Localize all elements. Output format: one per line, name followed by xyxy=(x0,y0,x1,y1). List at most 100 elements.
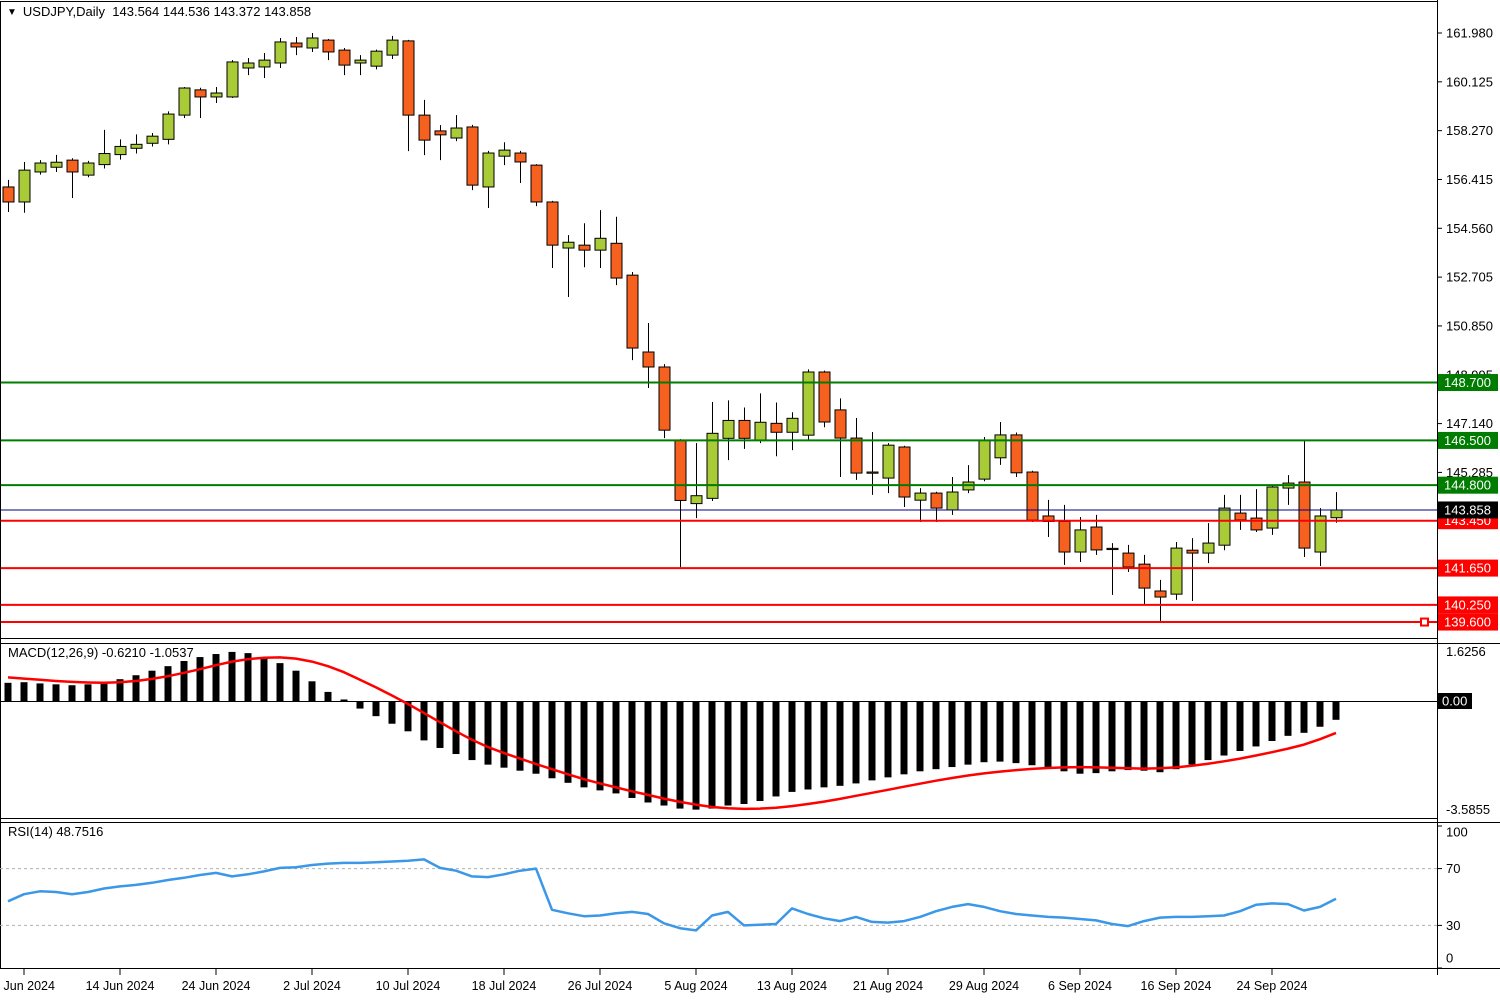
macd-histogram-bar xyxy=(500,701,508,768)
candle xyxy=(930,491,943,523)
level-lines-layer xyxy=(0,381,1437,627)
bear-candle-body xyxy=(418,114,431,141)
price-axis[interactable]: 161.980 160.125 158.270 156.415 154.560 152.7… xyxy=(1437,26,1498,631)
macd-histogram-bar xyxy=(164,666,172,701)
bear-candle-body xyxy=(194,89,207,98)
bear-candle-body xyxy=(1122,552,1135,568)
macd-histogram-bar xyxy=(900,701,908,775)
candle xyxy=(530,164,543,207)
bull-candle-body xyxy=(50,161,63,168)
macd-histogram-bar xyxy=(1188,701,1196,765)
macd-histogram-bar xyxy=(1044,701,1052,769)
macd-histogram-bar xyxy=(1220,701,1228,756)
candle xyxy=(258,53,271,79)
macd-histogram-bar xyxy=(628,701,636,798)
candle xyxy=(66,158,79,199)
candle xyxy=(690,443,703,519)
candle xyxy=(1202,523,1215,564)
macd-histogram-bar xyxy=(1108,701,1116,772)
bear-candle-body xyxy=(642,351,655,368)
candle xyxy=(914,488,927,523)
candle xyxy=(626,271,639,361)
candle xyxy=(114,139,127,160)
badge-value: 139.600 xyxy=(1444,615,1491,630)
bull-candle-body xyxy=(306,37,319,49)
candle xyxy=(770,402,783,457)
macd-histogram-bar xyxy=(980,701,988,763)
macd-histogram-bar xyxy=(132,675,140,701)
bull-candle-body xyxy=(1170,547,1183,595)
price-tick-label: 161.980 xyxy=(1446,26,1493,41)
macd-histogram-bar xyxy=(1092,701,1100,774)
rsi-tick-label: 30 xyxy=(1446,918,1460,933)
bull-candle-body xyxy=(114,145,127,156)
bull-candle-body xyxy=(994,434,1007,459)
macd-histogram-bar xyxy=(724,701,732,806)
macd-histogram-bar xyxy=(916,701,924,772)
macd-histogram-bar xyxy=(468,701,476,761)
candle xyxy=(1042,499,1055,538)
bear-candle-body xyxy=(866,471,879,474)
candle xyxy=(450,115,463,142)
rsi-tick-label: 100 xyxy=(1446,825,1468,840)
bear-candle-body xyxy=(1026,471,1039,521)
macd-histogram-bar xyxy=(388,701,396,724)
badge-rect xyxy=(1438,559,1498,577)
bull-candle-body xyxy=(722,419,735,439)
bull-candle-body xyxy=(914,492,927,501)
macd-histogram-bar xyxy=(1332,701,1340,720)
macd-histogram-bar xyxy=(100,682,108,701)
bull-candle-body xyxy=(274,41,287,64)
candle xyxy=(50,154,63,172)
candle xyxy=(242,58,255,76)
rsi-tick-label: 70 xyxy=(1446,861,1460,876)
candle xyxy=(274,38,287,69)
candle xyxy=(850,418,863,480)
symbol-dropdown-icon[interactable]: ▼ xyxy=(7,7,17,18)
chart-title: ▼ USDJPY,Daily 143.564 144.536 143.372 14… xyxy=(7,4,311,19)
time-tick-label: 13 Aug 2024 xyxy=(757,979,827,993)
time-tick-label: 6 Jun 2024 xyxy=(0,979,55,993)
candle xyxy=(82,160,95,178)
macd-histogram-bar xyxy=(1140,701,1148,771)
price-tick-label: 160.125 xyxy=(1446,74,1493,89)
candle xyxy=(594,210,607,269)
bear-candle-body xyxy=(1090,526,1103,551)
candle xyxy=(786,412,799,451)
rsi-indicator-label: RSI(14) 48.7516 xyxy=(8,824,104,839)
candle xyxy=(1314,508,1327,566)
macd-axis-max: 1.6256 xyxy=(1446,644,1486,659)
bear-candle-body xyxy=(1186,549,1199,554)
time-axis[interactable]: 6 Jun 2024 14 Jun 2024 24 Jun 2024 2 Jul 20… xyxy=(0,969,1307,993)
bear-candle-body xyxy=(1010,434,1023,474)
rsi-line xyxy=(7,858,1337,932)
candle xyxy=(546,200,559,269)
candle xyxy=(1282,475,1295,505)
candle xyxy=(498,142,511,166)
candle xyxy=(130,134,143,154)
macd-histogram-bar xyxy=(116,679,124,701)
candle xyxy=(338,48,351,76)
line-drag-handle[interactable] xyxy=(1420,617,1429,627)
macd-histogram-bar xyxy=(20,682,28,701)
badge-value: 143.858 xyxy=(1444,502,1491,517)
candle xyxy=(578,223,591,268)
bull-candle-body xyxy=(1314,515,1327,553)
candle xyxy=(1138,554,1151,605)
bull-candle-body xyxy=(18,169,31,203)
macd-histogram-bar xyxy=(852,701,860,784)
macd-histogram-bar xyxy=(996,701,1004,762)
bear-candle-body xyxy=(1154,590,1167,598)
bull-candle-body xyxy=(690,495,703,505)
macd-histogram-bar xyxy=(340,699,348,701)
candlestick-layer xyxy=(2,33,1343,623)
macd-histogram-bar xyxy=(868,701,876,781)
bull-candle-body xyxy=(978,439,991,480)
candle xyxy=(898,445,911,508)
macd-histogram-bar xyxy=(1316,701,1324,727)
badge-value: 141.650 xyxy=(1444,561,1491,576)
macd-histogram-bar xyxy=(660,701,668,806)
time-tick-label: 24 Sep 2024 xyxy=(1237,979,1308,993)
macd-histogram-bar xyxy=(1204,701,1212,761)
